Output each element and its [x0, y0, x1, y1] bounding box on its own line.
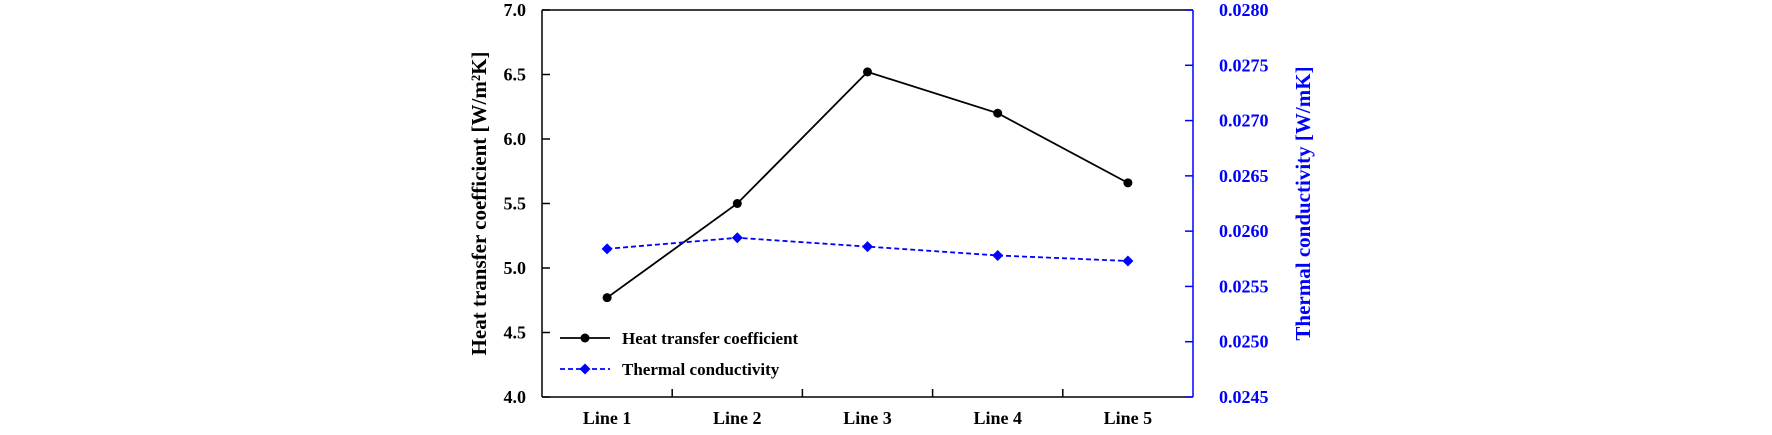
y-left-tick-label: 4.0 [504, 387, 527, 407]
y-axis-right-title: Thermal conductivity [W/mK] [1291, 66, 1315, 340]
series-line-2 [607, 236, 1128, 262]
y-right-tick-label: 0.0275 [1219, 55, 1269, 75]
y-right-tick-label: 0.0255 [1219, 276, 1269, 296]
series-1-point [732, 199, 742, 208]
series-1-point [993, 108, 1003, 118]
y-axis-left-title: Heat transfer coefficient [W/m²K] [467, 52, 491, 356]
legend-label-2: Thermal conductivity [622, 360, 780, 379]
y-left-tick-label: 6.0 [504, 129, 527, 149]
y-right-tick-label: 0.0260 [1219, 221, 1269, 241]
x-tick-label: Line 4 [973, 408, 1022, 428]
y-right-tick-label: 0.0245 [1219, 387, 1269, 407]
y-left-tick-label: 6.5 [504, 65, 527, 85]
series-1-point [602, 293, 612, 303]
x-tick-label: Line 5 [1104, 408, 1153, 428]
series-2-point [601, 243, 613, 255]
series-line-1 [606, 70, 1129, 299]
legend-label-1: Heat transfer coefficient [622, 329, 799, 348]
y-left-tick-label: 7.0 [504, 0, 527, 20]
legend-marker-1 [580, 333, 590, 343]
legend-marker-2 [579, 363, 591, 375]
series-2-point [992, 249, 1004, 261]
y-left-tick-label: 5.0 [504, 258, 527, 278]
x-tick-label: Line 2 [713, 408, 762, 428]
x-tick-label: Line 1 [583, 408, 632, 428]
y-left-tick-label: 4.5 [504, 323, 527, 343]
series-1-point [1123, 178, 1133, 188]
y-right-tick-label: 0.0265 [1219, 166, 1269, 186]
series-2-point [1122, 255, 1134, 267]
y-right-tick-label: 0.0280 [1219, 0, 1269, 20]
y-right-tick-label: 0.0250 [1219, 332, 1269, 352]
y-left-tick-label: 5.5 [504, 194, 527, 214]
series-2-point [862, 241, 873, 253]
x-tick-label: Line 3 [843, 408, 892, 428]
series-2-point [731, 232, 743, 244]
y-right-tick-label: 0.0270 [1219, 111, 1269, 131]
series-1-point [863, 67, 872, 77]
